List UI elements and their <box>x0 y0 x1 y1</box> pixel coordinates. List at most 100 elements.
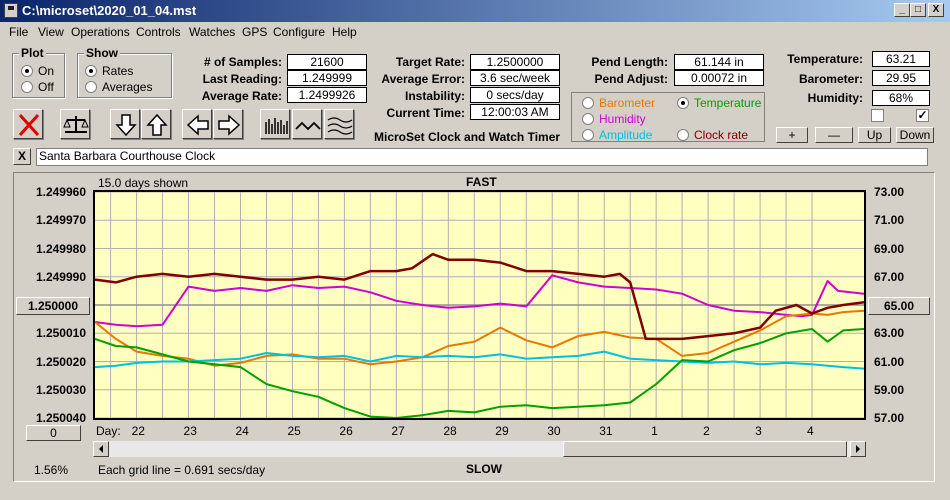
chart-svg <box>94 191 865 419</box>
days-shown-label: 15.0 days shown <box>98 176 189 190</box>
stop-button[interactable] <box>13 109 43 139</box>
show-group-label: Show <box>84 46 120 60</box>
sensor-temperature-label: Temperature <box>694 96 762 110</box>
barometer-label: Barometer: <box>798 72 863 86</box>
day-tick-label: 29 <box>495 424 509 438</box>
sensor-clockrate-radio[interactable]: Clock rate <box>677 128 748 142</box>
menu-watches[interactable]: Watches <box>189 25 236 39</box>
show-group: Show <box>77 46 172 98</box>
center-rate-button[interactable]: 1.250000 <box>16 297 90 315</box>
down-button[interactable]: Down <box>896 127 934 143</box>
arrow-left-icon <box>186 114 209 136</box>
day-tick-label: 28 <box>443 424 457 438</box>
left-tick-label: 1.250010 <box>35 326 86 341</box>
menu-configure[interactable]: Configure <box>273 25 326 39</box>
plot-on-radio[interactable]: On <box>21 64 54 78</box>
offset-button[interactable]: 0 <box>26 425 81 441</box>
balance-button[interactable] <box>60 109 90 139</box>
arrow-right-icon <box>218 114 241 136</box>
sensor-temperature-radio[interactable]: Temperature <box>677 96 761 110</box>
minus-button[interactable]: — <box>815 127 853 143</box>
day-tick-label: 2 <box>703 424 710 438</box>
minimize-button[interactable]: _ <box>894 3 910 17</box>
title-bar: C:\microset\2020_01_04.mst _ □ X <box>0 0 950 22</box>
left-tick-label: 1.249960 <box>35 185 86 199</box>
average-rate-value: 1.2499926 <box>287 87 367 103</box>
multi-wave-icon <box>327 117 353 135</box>
show-rates-label: Rates <box>102 64 134 78</box>
plus-button[interactable]: + <box>776 127 808 143</box>
show-rates-radio[interactable]: Rates <box>85 64 133 78</box>
clear-clock-button[interactable]: X <box>13 148 31 165</box>
plot-off-radio[interactable]: Off <box>21 80 54 94</box>
rate-down-button[interactable] <box>110 109 140 139</box>
sensor-humidity-label: Humidity <box>599 112 646 126</box>
up-button[interactable]: Up <box>858 127 891 143</box>
radio-selected-icon <box>21 65 33 77</box>
scroll-right-arrow[interactable] <box>850 441 866 457</box>
day-tick-label: 25 <box>287 424 301 438</box>
show-averages-label: Averages <box>102 80 153 94</box>
radio-selected-icon <box>85 65 97 77</box>
menu-gps[interactable]: GPS <box>242 25 268 39</box>
average-error-value: 3.6 sec/week <box>470 70 560 86</box>
left-tick-label: 1.249970 <box>35 213 86 228</box>
menu-operations[interactable]: Operations <box>71 25 130 39</box>
right-tick-label: 67.00 <box>874 269 905 284</box>
left-tick-label: 1.250030 <box>35 382 86 397</box>
last-reading-label: Last Reading: <box>202 72 282 86</box>
histogram-icon <box>265 118 288 134</box>
series-humidity <box>94 274 865 328</box>
scroll-left-arrow[interactable] <box>93 441 109 457</box>
temperature-value: 63.21 <box>872 51 930 67</box>
grid-note: Each grid line = 0.691 secs/day <box>98 463 266 477</box>
sensor-barometer-radio[interactable]: Barometer <box>582 96 655 110</box>
menu-bar: File View Operations Controls Watches GP… <box>0 22 950 42</box>
scroll-thumb[interactable] <box>563 441 847 457</box>
app-caption: MicroSet Clock and Watch Timer <box>374 130 561 144</box>
menu-view[interactable]: View <box>38 25 64 39</box>
right-tick-label: 73.00 <box>874 185 905 199</box>
menu-help[interactable]: Help <box>332 25 357 39</box>
show-averages-radio[interactable]: Averages <box>85 80 152 94</box>
maximize-button[interactable]: □ <box>910 3 926 17</box>
right-tick-label: 63.00 <box>874 326 905 341</box>
scroll-right-button[interactable] <box>213 109 243 139</box>
plot-on-label: On <box>38 64 55 78</box>
series-temperature <box>94 328 865 419</box>
checkbox-1[interactable] <box>871 109 884 122</box>
menu-file[interactable]: File <box>9 25 29 39</box>
sensor-amplitude-label: Amplitude <box>599 128 653 142</box>
radio-icon <box>582 129 594 141</box>
sensor-amplitude-radio[interactable]: Amplitude <box>582 128 652 142</box>
multi-line-view-button[interactable] <box>324 109 354 139</box>
bar-view-button[interactable] <box>260 109 290 139</box>
menu-controls[interactable]: Controls <box>136 25 181 39</box>
checkbox-2[interactable]: ✓ <box>916 108 929 122</box>
day-tick-label: 24 <box>235 424 249 438</box>
arrow-down-icon <box>115 114 137 137</box>
instability-label: Instability: <box>404 89 465 103</box>
pend-length-label: Pend Length: <box>591 55 668 69</box>
right-tick-label: 61.00 <box>874 354 905 369</box>
plot-group: Plot <box>12 46 65 98</box>
average-error-label: Average Error: <box>381 72 465 86</box>
center-sensor-button[interactable]: 65.00 <box>868 297 930 315</box>
close-button[interactable]: X <box>928 3 944 17</box>
average-rate-label: Average Rate: <box>201 89 282 103</box>
left-tick-label: 1.250020 <box>35 354 86 369</box>
scroll-left-button[interactable] <box>182 109 212 139</box>
chart-scrollbar[interactable] <box>93 441 866 457</box>
app-icon <box>4 3 18 18</box>
radio-icon <box>677 129 689 141</box>
current-time-label: Current Time: <box>386 106 465 120</box>
day-tick-label: 3 <box>755 424 762 438</box>
day-tick-label: 4 <box>807 424 814 438</box>
line-view-button[interactable] <box>292 109 322 139</box>
rate-up-button[interactable] <box>141 109 171 139</box>
instability-value: 0 secs/day <box>470 87 560 103</box>
sensor-humidity-radio[interactable]: Humidity <box>582 112 646 126</box>
radio-icon <box>582 113 594 125</box>
clock-name-field[interactable]: Santa Barbara Courthouse Clock <box>36 148 928 166</box>
day-tick-label: 26 <box>339 424 353 438</box>
